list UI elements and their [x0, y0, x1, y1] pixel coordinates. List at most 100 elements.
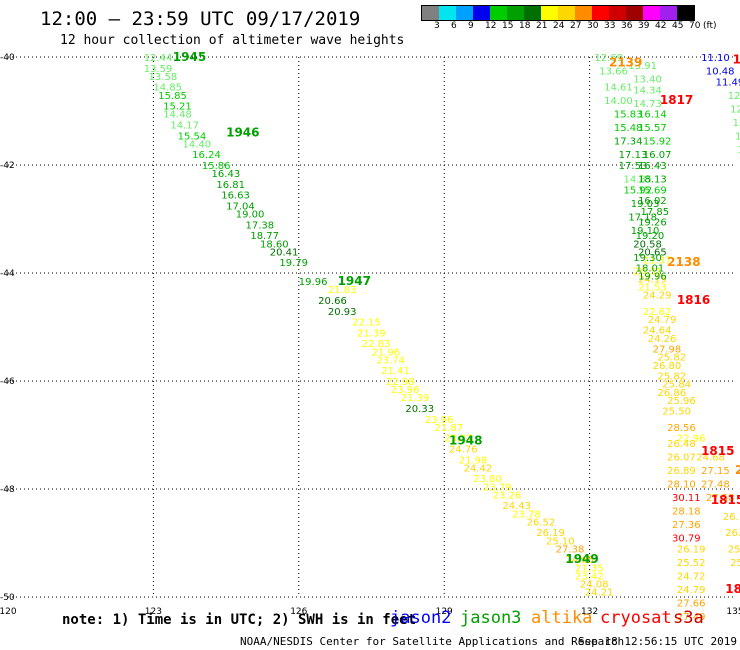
data-point: 15.21	[163, 102, 192, 113]
lon-tick-label: 126	[290, 607, 307, 617]
data-point: 20.65	[638, 247, 667, 258]
time-label: 1815	[711, 493, 740, 507]
satellite-legend-cryosat: cryosat	[600, 608, 672, 628]
data-point: 17.04	[226, 202, 255, 213]
colorbar-swatch	[575, 6, 592, 20]
colorbar-label: 6	[451, 21, 457, 31]
data-point: 26.19	[677, 544, 706, 555]
time-label: 1816	[677, 293, 710, 307]
data-point: 15.83	[614, 110, 643, 121]
data-point: 24.43	[502, 501, 531, 512]
colorbar-label: 45	[672, 21, 684, 31]
data-point: 22.98	[386, 377, 415, 388]
data-point: 13.	[735, 131, 740, 142]
data-point: 26.19	[536, 528, 565, 539]
data-point: 15.85	[158, 91, 187, 102]
data-point: 10.48	[706, 67, 735, 78]
data-point: 21.41	[381, 366, 410, 377]
data-point: 19.03	[631, 199, 660, 210]
data-point: 15.92	[643, 137, 672, 148]
satellite-legend-altika: altika	[531, 608, 593, 628]
lon-tick-label: 120	[0, 607, 17, 617]
page-subtitle: 12 hour collection of altimeter wave hei…	[60, 33, 405, 48]
colorbar-label: 70	[689, 21, 701, 31]
data-point: 18.13	[638, 175, 667, 186]
lat-tick-label: -48	[0, 485, 15, 495]
colorbar-swatch	[439, 6, 456, 20]
satellite-legend-jason3: jason3	[460, 608, 522, 628]
data-point: 23.78	[512, 509, 541, 520]
data-point: 17.85	[640, 207, 669, 218]
data-point: 16.02	[638, 196, 667, 207]
data-point: 24.08	[580, 580, 609, 591]
data-point: 16.43	[212, 169, 241, 180]
data-point: 26.1	[723, 512, 740, 523]
data-point: 14.61	[604, 83, 633, 94]
data-point: 14.34	[633, 85, 662, 96]
time-labels: 1945194619471948194921392138181718161815…	[173, 50, 740, 596]
colorbar-label: 30	[587, 21, 599, 31]
data-point: 20.33	[405, 404, 434, 415]
data-point: 20.41	[270, 247, 299, 258]
colorbar-label: 9	[468, 21, 474, 31]
colorbar-label: 21	[536, 21, 548, 31]
data-point: 30.79	[672, 534, 701, 545]
data-point: 18.77	[250, 231, 279, 242]
satellite-legend-jason2: jason2	[390, 608, 452, 628]
data-point: 23.26	[493, 490, 522, 501]
data-point: 14.00	[604, 96, 633, 107]
data-point: 20.93	[328, 307, 357, 318]
time-label: 1946	[226, 126, 259, 140]
data-point: 13.59	[144, 64, 173, 75]
data-point: 24.26	[648, 334, 677, 345]
colorbar-swatch	[541, 6, 558, 20]
page-title: 12:00 – 23:59 UTC 09/17/2019	[40, 8, 361, 30]
data-point: 15.69	[638, 185, 667, 196]
time-label: 1	[733, 53, 740, 67]
data-point: 23.96	[391, 385, 420, 396]
data-point: 23.42	[575, 571, 604, 582]
time-label: 2138	[667, 255, 700, 269]
data-point: 16.43	[638, 161, 667, 172]
data-point: 13	[737, 145, 740, 156]
footer-note: note: 1) Time is in UTC; 2) SWH is in fe…	[62, 612, 417, 628]
data-point: 25	[730, 558, 740, 569]
data-point: 16.14	[638, 110, 667, 121]
data-point: 17.18	[628, 212, 657, 223]
data-point: 27.36	[672, 520, 701, 531]
data-point: 19.26	[638, 218, 667, 229]
data-point: 16.24	[192, 150, 221, 161]
data-point: 25.	[728, 544, 740, 555]
data-point: 23.27	[444, 434, 473, 445]
colorbar-swatch	[609, 6, 626, 20]
wave-height-points: 12.4413.5913.5814.8515.8515.2114.4814.17…	[144, 53, 740, 623]
data-point: 24.29	[643, 291, 672, 302]
colorbar-swatch	[626, 6, 643, 20]
data-point: 27.48	[701, 480, 730, 491]
time-label: 1947	[338, 274, 371, 288]
colorbar-label: (ft)	[703, 21, 717, 31]
data-point: 23.79	[483, 482, 512, 493]
colorbar-label: 27	[570, 21, 582, 31]
data-point: 12.79	[730, 104, 740, 115]
data-point: 19.20	[636, 231, 665, 242]
data-point: 19.10	[631, 226, 660, 237]
colorbar-label: 3	[434, 21, 440, 31]
data-point: 11.49	[716, 77, 740, 88]
data-point: 18.01	[636, 264, 665, 275]
colorbar-swatch	[524, 6, 541, 20]
data-point: 15.54	[178, 131, 207, 142]
time-label: 1949	[565, 552, 598, 566]
data-point: 25.82	[657, 372, 686, 383]
data-point: 24.68	[696, 453, 725, 464]
data-point: 15.57	[638, 123, 667, 134]
data-point: 25.10	[546, 536, 575, 547]
data-point: 27.66	[677, 598, 706, 609]
data-point: 17.38	[245, 220, 274, 231]
data-point: 24.72	[677, 571, 706, 582]
colorbar-label: 15	[502, 21, 514, 31]
data-point: 12.69	[594, 53, 623, 64]
data-point: 21.96	[372, 347, 401, 358]
data-point: 14.73	[633, 99, 662, 110]
data-point: 24.19	[638, 274, 667, 285]
